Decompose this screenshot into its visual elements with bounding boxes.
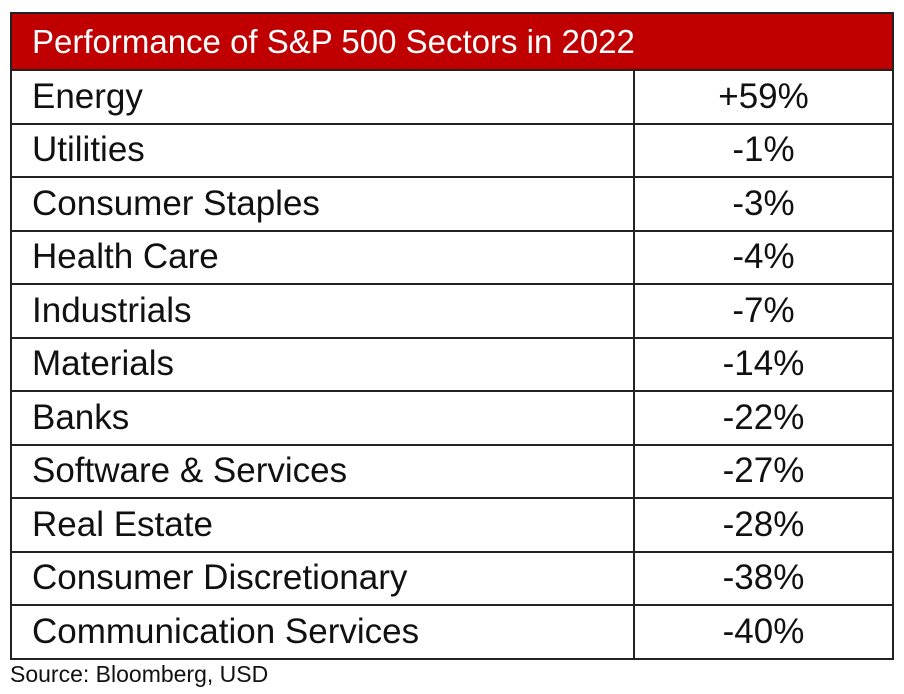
- table-row: Communication Services -40%: [10, 604, 894, 660]
- sector-return: -38%: [633, 550, 894, 606]
- table-row: Banks -22%: [10, 390, 894, 446]
- header-row: Performance of S&P 500 Sectors in 2022: [10, 12, 894, 71]
- source-note: Source: Bloomberg, USD: [10, 661, 269, 687]
- sector-return: -4%: [633, 229, 894, 285]
- sector-name: Real Estate: [10, 497, 635, 553]
- sector-return: +59%: [633, 69, 894, 125]
- table-row: Software & Services -27%: [10, 443, 894, 499]
- sector-table: Performance of S&P 500 Sectors in 2022 E…: [10, 12, 894, 660]
- sector-return: -27%: [633, 443, 894, 499]
- sector-name: Utilities: [10, 122, 635, 178]
- sector-name: Consumer Staples: [10, 176, 635, 232]
- sector-name: Communication Services: [10, 604, 635, 660]
- sector-name: Industrials: [10, 283, 635, 339]
- sector-name: Health Care: [10, 229, 635, 285]
- sector-return: -7%: [633, 283, 894, 339]
- sector-return: -3%: [633, 176, 894, 232]
- sector-return: -22%: [633, 390, 894, 446]
- sector-name: Software & Services: [10, 443, 635, 499]
- table-row: Materials -14%: [10, 336, 894, 392]
- table-title: Performance of S&P 500 Sectors in 2022: [10, 12, 894, 71]
- sector-return: -28%: [633, 497, 894, 553]
- table-row: Real Estate -28%: [10, 497, 894, 553]
- sector-name: Energy: [10, 69, 635, 125]
- table-row: Consumer Discretionary -38%: [10, 550, 894, 606]
- table-row: Utilities -1%: [10, 122, 894, 178]
- sector-return: -14%: [633, 336, 894, 392]
- table-row: Health Care -4%: [10, 229, 894, 285]
- table-row: Energy +59%: [10, 69, 894, 125]
- sector-name: Consumer Discretionary: [10, 550, 635, 606]
- table-body: Energy +59% Utilities -1% Consumer Staples -3…: [10, 69, 894, 660]
- sector-return: -1%: [633, 122, 894, 178]
- sector-name: Materials: [10, 336, 635, 392]
- table-row: Industrials -7%: [10, 283, 894, 339]
- sector-name: Banks: [10, 390, 635, 446]
- table-row: Consumer Staples -3%: [10, 176, 894, 232]
- sector-return: -40%: [633, 604, 894, 660]
